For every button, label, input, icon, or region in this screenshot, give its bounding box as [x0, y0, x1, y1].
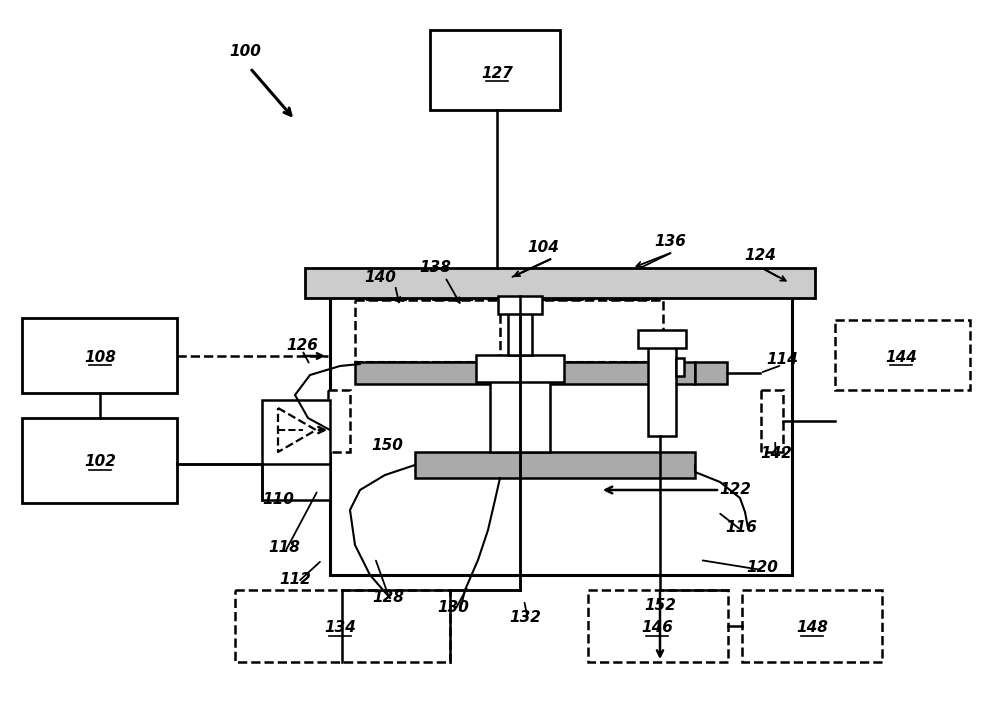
- Bar: [835, 320, 970, 390]
- Bar: [262, 400, 330, 500]
- Bar: [22, 418, 177, 503]
- Text: 120: 120: [746, 559, 778, 574]
- Text: 126: 126: [286, 338, 318, 353]
- Bar: [648, 346, 676, 436]
- Bar: [22, 318, 177, 393]
- Text: 150: 150: [371, 438, 403, 452]
- Text: 118: 118: [268, 540, 300, 556]
- Text: 108: 108: [84, 350, 116, 365]
- Text: 152: 152: [644, 598, 676, 614]
- Text: 132: 132: [509, 610, 541, 625]
- Text: 124: 124: [744, 249, 776, 263]
- Bar: [235, 590, 450, 662]
- Text: 142: 142: [760, 445, 792, 460]
- Bar: [508, 312, 532, 355]
- Bar: [498, 296, 542, 314]
- Text: 134: 134: [324, 620, 356, 636]
- Bar: [676, 358, 684, 376]
- Bar: [476, 355, 564, 382]
- Text: 112: 112: [279, 573, 311, 588]
- Bar: [330, 280, 792, 575]
- Bar: [430, 30, 560, 110]
- Text: 100: 100: [229, 45, 261, 59]
- Text: 130: 130: [437, 600, 469, 615]
- Text: 114: 114: [766, 353, 798, 367]
- Text: 148: 148: [796, 620, 828, 636]
- Text: 104: 104: [527, 241, 559, 256]
- Bar: [518, 300, 663, 362]
- Text: 138: 138: [419, 261, 451, 275]
- Bar: [695, 362, 727, 384]
- Text: 116: 116: [725, 520, 757, 535]
- Text: 122: 122: [719, 482, 751, 498]
- Text: 128: 128: [372, 590, 404, 605]
- Bar: [355, 300, 500, 362]
- Text: 146: 146: [641, 620, 673, 636]
- Bar: [638, 330, 686, 348]
- Bar: [328, 390, 350, 452]
- Text: 136: 136: [654, 234, 686, 249]
- Bar: [742, 590, 882, 662]
- Text: 127: 127: [481, 66, 513, 81]
- Bar: [588, 590, 728, 662]
- Bar: [305, 268, 815, 298]
- Text: 110: 110: [262, 493, 294, 508]
- Bar: [490, 380, 550, 452]
- Bar: [761, 390, 783, 452]
- Bar: [415, 452, 695, 478]
- Bar: [355, 362, 695, 384]
- Text: 140: 140: [364, 270, 396, 285]
- Text: 102: 102: [84, 455, 116, 469]
- Text: 144: 144: [885, 350, 917, 365]
